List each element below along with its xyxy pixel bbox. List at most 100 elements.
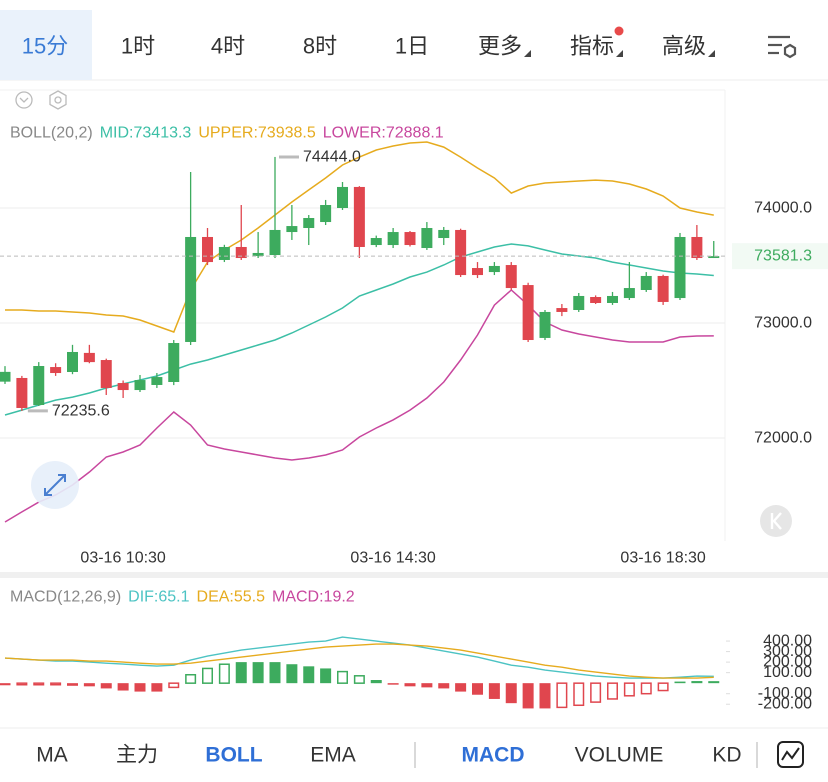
macd-bar [623,682,635,697]
interval-tab[interactable]: 1日 [395,34,429,59]
macd-bar [455,683,467,692]
indicator-tab[interactable]: BOLL [205,744,262,767]
candle-body [83,352,95,363]
indicator-tab[interactable]: EMA [310,744,356,767]
menu-tab[interactable]: 指标 [570,34,614,59]
last-price-label: 73581.3 [754,248,812,265]
settings-icon[interactable] [768,35,797,59]
interval-tab[interactable]: 4时 [211,34,245,59]
interval-tab[interactable]: 15分 [22,34,68,59]
indicator-tab[interactable]: MA [36,744,68,767]
active-tab-bg [0,10,92,80]
legend-entry: MID:73413.3 [100,125,192,142]
collapse-chevron [19,97,29,103]
macd-bar [33,682,45,686]
candle-body [590,297,602,303]
dropdown-caret [524,50,532,57]
indicator-tab[interactable]: VOLUME [575,744,664,767]
candle-body [640,275,652,290]
macd-bar [421,683,433,688]
macd-bar [320,668,332,684]
interval-tab[interactable]: 1时 [121,34,155,59]
candle-body [185,236,197,342]
macd-bar [0,683,11,686]
candle-body [607,295,618,303]
candle-body [134,380,146,391]
x-tick-label: 03-16 14:30 [350,550,436,567]
macd-bar [218,663,230,684]
interval-tab[interactable]: 8时 [303,34,337,59]
macd-line [4,643,714,679]
candle-body [303,218,315,229]
macd-bar [269,662,281,684]
x-tick-label: 03-16 10:30 [80,550,166,567]
candle-body [218,246,230,260]
menu-tab[interactable]: 高级 [662,34,706,59]
dropdown-caret [708,50,716,57]
macd-bar [573,682,585,707]
candle-body [657,275,669,302]
candle-body [337,186,348,208]
macd-bar [235,662,247,684]
candle-body [353,186,365,247]
candle-body [0,371,11,382]
candle-body [235,246,247,259]
macd-bar [590,682,602,703]
candle-body [67,351,78,372]
dropdown-caret [616,50,624,57]
jump-latest-icon [770,512,782,530]
macd-bar [387,683,399,685]
candle-body [674,236,686,299]
chart-type-icon[interactable] [777,741,804,768]
indicator-tab[interactable]: 主力 [116,744,158,767]
candle-body [505,265,517,289]
macd-bar [640,682,652,695]
candle-body [539,311,551,338]
candle-body [33,366,45,405]
macd-bar [83,683,95,687]
candle-body [708,256,720,259]
jump-latest-button[interactable] [760,505,792,537]
icon-hex [783,43,797,59]
macd-bar [202,667,213,684]
indicator-tab[interactable]: MACD [462,744,525,767]
candle-body [370,238,382,246]
y-tick-label: 400.00 [763,633,812,650]
candle-body [252,252,264,256]
macd-bar [505,683,517,704]
low-label: 72235.6 [52,402,110,419]
settings-hex-dot [54,96,62,104]
legend-entry: MACD:19.2 [272,589,355,606]
settings-hex-icon[interactable] [49,90,67,110]
macd-bar [353,675,365,684]
y-tick-label: 100.00 [763,664,812,681]
last-price-box [732,243,828,270]
y-tick-label: 74000.0 [754,200,812,217]
macd-bar [100,683,112,689]
candle-body [117,383,129,391]
candle-body [556,308,568,312]
legend-entry: DIF:65.1 [128,589,189,606]
indicator-tab[interactable]: KD [712,744,741,767]
macd-bar [488,683,500,699]
macd-bar [674,681,686,684]
macd-bar [252,662,264,684]
macd-line [4,636,714,679]
y-tick-label: 200.00 [763,654,812,671]
collapse-icon[interactable] [15,91,33,109]
high-label: 74444.0 [303,148,361,165]
macd-bar [337,670,348,684]
indicator-title: MACD(12,26,9) [10,589,121,606]
candle-body [16,377,28,408]
plot-layer: 15分 1时 4时 8时 1日 更多 指标 高级 74000.0 73000.0 72000.0 03… [0,10,828,767]
candle-body [488,265,500,273]
macd-bar [303,666,315,684]
legend-entry: LOWER:72888.1 [323,125,444,142]
candle-body [202,236,213,263]
macd-bar [472,683,483,695]
candle-body [50,367,62,374]
menu-tab[interactable]: 更多 [478,34,522,59]
candle-body [100,360,112,388]
